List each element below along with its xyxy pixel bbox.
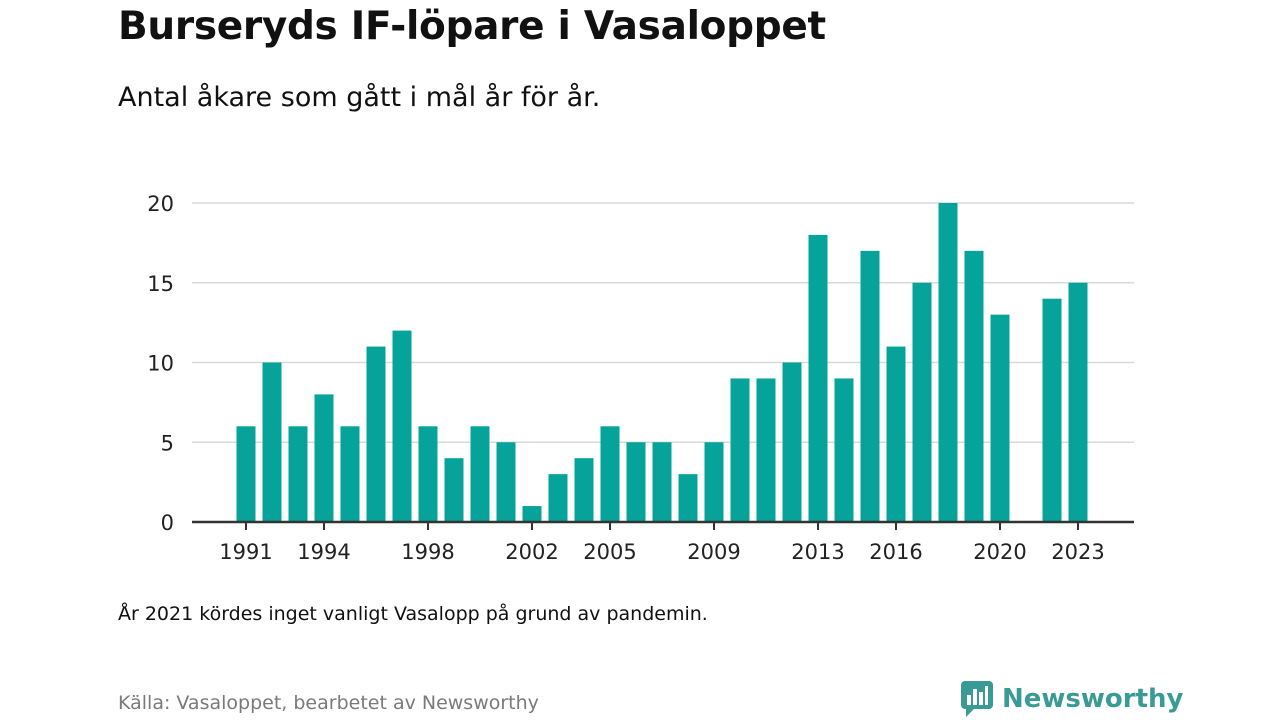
- bar-2000: [470, 426, 490, 522]
- bar-1991: [236, 426, 256, 522]
- chart-subtitle: Antal åkare som gått i mål år för år.: [118, 82, 601, 113]
- x-tick-label: 2023: [1051, 540, 1104, 564]
- y-tick-label: 5: [161, 431, 174, 455]
- bar-2007: [652, 442, 672, 522]
- x-tick-label: 2009: [687, 540, 740, 564]
- bar-1996: [366, 346, 386, 522]
- bars: [236, 203, 1088, 522]
- bar-2006: [626, 442, 646, 522]
- bar-1999: [444, 458, 464, 522]
- newsworthy-logo-icon: [961, 681, 993, 717]
- bar-2013: [808, 234, 828, 522]
- y-tick-label: 15: [147, 272, 174, 296]
- bar-2012: [782, 362, 802, 522]
- bar-2016: [886, 346, 906, 522]
- bar-2005: [600, 426, 620, 522]
- bar-2017: [912, 282, 932, 522]
- bar-1993: [288, 426, 308, 522]
- chart-source: Källa: Vasaloppet, bearbetet av Newswort…: [118, 692, 539, 714]
- x-tick-label: 2002: [505, 540, 558, 564]
- bar-1995: [340, 426, 360, 522]
- y-tick-label: 0: [161, 511, 174, 535]
- bar-1998: [418, 426, 438, 522]
- bar-1994: [314, 394, 334, 522]
- bar-2023: [1068, 282, 1088, 522]
- x-tick-label: 1991: [219, 540, 272, 564]
- bar-2022: [1042, 298, 1062, 522]
- x-tick-label: 2013: [791, 540, 844, 564]
- bar-2018: [938, 203, 958, 522]
- bar-2009: [704, 442, 724, 522]
- bar-2003: [548, 474, 568, 522]
- bar-2019: [964, 250, 984, 522]
- x-tick-label: 2020: [973, 540, 1026, 564]
- bar-2002: [522, 506, 542, 522]
- bar-2008: [678, 474, 698, 522]
- bar-1997: [392, 330, 412, 522]
- x-tick-label: 2005: [583, 540, 636, 564]
- chart-note: År 2021 kördes inget vanligt Vasalopp på…: [118, 603, 708, 625]
- bar-2014: [834, 378, 854, 522]
- bar-2001: [496, 442, 516, 522]
- bar-chart: 0 5 10 15 20 1991 1994 1998 2002 2005 2009 2013 2016…: [147, 192, 1134, 564]
- brand-name: Newsworthy: [1002, 684, 1184, 714]
- bar-2010: [730, 378, 750, 522]
- bar-2011: [756, 378, 776, 522]
- x-tick-label: 1994: [297, 540, 350, 564]
- chart-title: Burseryds IF-löpare i Vasaloppet: [118, 4, 826, 49]
- bar-2004: [574, 458, 594, 522]
- brand-logo: Newsworthy: [960, 680, 1183, 718]
- x-tick-label: 2016: [869, 540, 922, 564]
- x-tick-label: 1998: [401, 540, 454, 564]
- y-tick-label: 20: [147, 192, 174, 216]
- y-tick-label: 10: [147, 352, 174, 376]
- axes: 0 5 10 15 20 1991 1994 1998 2002 2005 2009 2013 2016…: [147, 192, 1134, 564]
- bar-2020: [990, 314, 1010, 522]
- bar-1992: [262, 362, 282, 522]
- bar-2015: [860, 250, 880, 522]
